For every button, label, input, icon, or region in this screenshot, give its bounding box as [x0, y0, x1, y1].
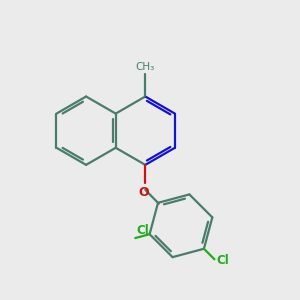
Text: O: O [139, 186, 149, 199]
Text: Cl: Cl [216, 254, 229, 267]
Text: CH₃: CH₃ [136, 62, 155, 72]
Text: Cl: Cl [137, 224, 149, 237]
